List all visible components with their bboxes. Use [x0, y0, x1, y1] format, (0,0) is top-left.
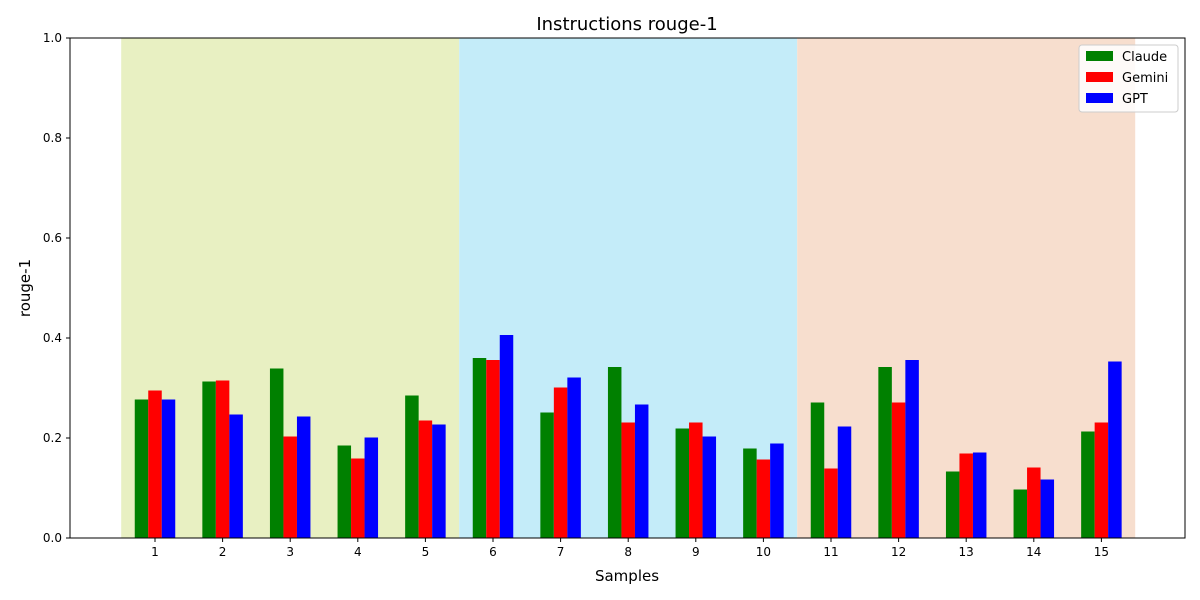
bar-gpt-7	[567, 377, 581, 538]
y-tick-label: 1.0	[43, 31, 62, 45]
y-tick-label: 0.0	[43, 531, 62, 545]
bar-gpt-13	[972, 452, 987, 538]
bar-gpt-5	[432, 424, 446, 538]
bar-gpt-1	[161, 399, 176, 538]
bar-claude-6	[472, 358, 487, 538]
legend-swatch-gpt	[1086, 93, 1113, 103]
bar-gpt-11	[837, 426, 852, 538]
legend: Claude Gemini GPT	[1078, 44, 1179, 113]
x-tick-label: 15	[1094, 545, 1109, 559]
bar-gemini-1	[148, 390, 162, 538]
bar-gemini-14	[1027, 467, 1041, 538]
bar-gpt-14	[1040, 479, 1055, 538]
x-tick-label: 3	[286, 545, 294, 559]
bar-claude-14	[1013, 489, 1028, 538]
bar-claude-4	[337, 445, 352, 538]
bar-gpt-8	[634, 404, 649, 538]
bar-gemini-5	[418, 420, 433, 538]
x-axis: 1 2 3 4 5 6 7 8 9 10 11 12 13 14 15	[151, 538, 1109, 559]
bar-gemini-4	[351, 458, 365, 538]
plot-frame	[69, 37, 1186, 539]
bar-gemini-13	[959, 453, 973, 538]
y-axis: 0.0 0.2 0.4 0.6 0.8 1.0	[43, 31, 70, 545]
y-axis-label: rouge-1	[16, 259, 34, 317]
bar-gemini-12	[891, 402, 906, 538]
bar-claude-12	[878, 367, 892, 538]
bar-gemini-6	[486, 360, 500, 538]
x-tick-label: 11	[823, 545, 838, 559]
bar-gpt-10	[770, 443, 784, 538]
x-tick-label: 10	[756, 545, 771, 559]
bar-claude-3	[269, 368, 284, 538]
bar-gpt-12	[905, 360, 919, 538]
bar-gpt-4	[364, 437, 379, 538]
bar-gemini-10	[756, 459, 771, 538]
bars	[134, 335, 1122, 538]
bar-claude-2	[202, 381, 216, 538]
bar-claude-1	[134, 399, 149, 538]
y-tick-label: 0.8	[43, 131, 62, 145]
bar-claude-10	[743, 448, 757, 538]
chart-title: Instructions rouge-1	[536, 14, 717, 35]
x-tick-label: 4	[354, 545, 362, 559]
bar-gpt-9	[702, 436, 717, 538]
bar-gpt-3	[296, 416, 311, 538]
bar-claude-11	[810, 402, 825, 538]
bar-gemini-11	[824, 468, 838, 538]
x-tick-label: 7	[557, 545, 565, 559]
x-tick-label: 1	[151, 545, 159, 559]
x-tick-label: 9	[692, 545, 700, 559]
x-tick-label: 2	[219, 545, 227, 559]
x-tick-label: 8	[624, 545, 632, 559]
x-tick-label: 12	[891, 545, 906, 559]
background-bands	[121, 38, 1136, 538]
legend-label-gemini: Gemini	[1122, 71, 1168, 86]
x-tick-label: 14	[1026, 545, 1041, 559]
bar-claude-13	[945, 471, 960, 538]
bar-gpt-15	[1108, 361, 1122, 538]
bar-gemini-8	[621, 422, 635, 538]
bar-gemini-2	[215, 380, 230, 538]
legend-swatch-claude	[1086, 51, 1113, 61]
y-tick-label: 0.4	[43, 331, 62, 345]
bar-claude-15	[1081, 431, 1095, 538]
legend-swatch-gemini	[1086, 72, 1113, 82]
bar-claude-9	[675, 428, 690, 538]
y-tick-label: 0.6	[43, 231, 62, 245]
bar-gemini-9	[689, 422, 703, 538]
x-tick-label: 13	[959, 545, 974, 559]
x-tick-label: 6	[489, 545, 497, 559]
bar-claude-8	[607, 367, 622, 538]
bar-claude-5	[405, 395, 419, 538]
y-tick-label: 0.2	[43, 431, 62, 445]
bar-gemini-7	[553, 387, 568, 538]
x-axis-label: Samples	[595, 567, 659, 585]
bar-gpt-6	[499, 335, 514, 538]
bar-claude-7	[540, 412, 554, 538]
bar-gpt-2	[229, 414, 243, 538]
bar-gemini-3	[283, 436, 297, 538]
legend-label-claude: Claude	[1122, 50, 1167, 65]
legend-label-gpt: GPT	[1122, 92, 1148, 107]
bar-gemini-15	[1094, 422, 1109, 538]
x-tick-label: 5	[422, 545, 430, 559]
